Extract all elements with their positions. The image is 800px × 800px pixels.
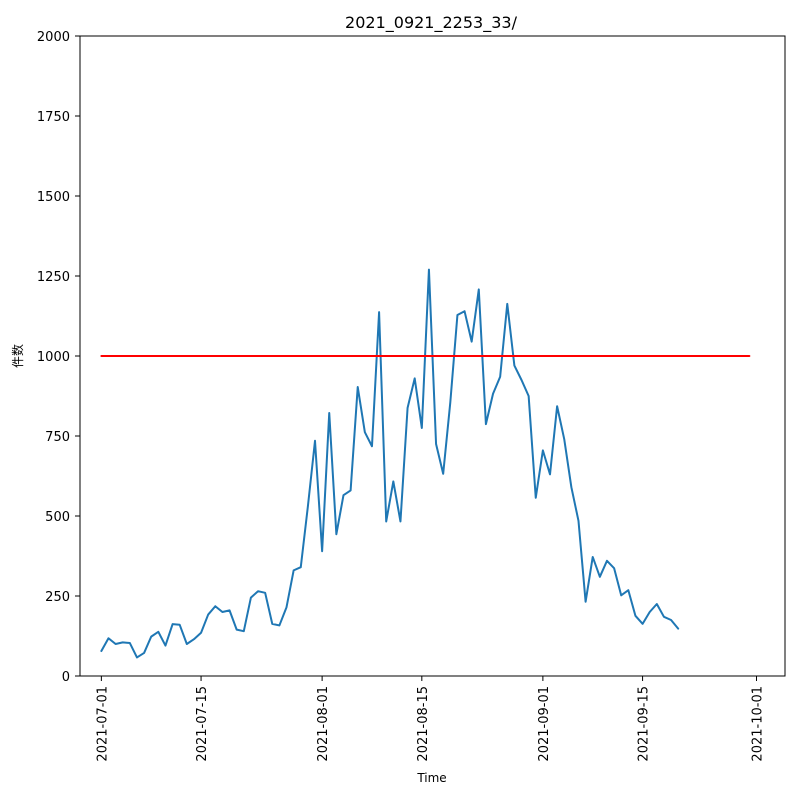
x-tick-label: 2021-09-01 [537, 686, 552, 762]
y-tick-label: 1750 [37, 110, 70, 125]
chart-title: 2021_0921_2253_33/ [345, 13, 518, 33]
plot-frame [79, 35, 786, 677]
y-tick-label: 500 [45, 510, 70, 525]
series-group [100, 268, 751, 659]
x-tick-label: 2021-10-01 [751, 686, 766, 762]
y-tick-label: 1500 [37, 190, 70, 205]
y-tick-label: 2000 [37, 30, 70, 45]
y-tick-label: 1000 [37, 350, 70, 365]
y-tick-label: 0 [62, 670, 70, 685]
x-tick-label: 2021-08-15 [416, 686, 431, 762]
x-tick-label: 2021-07-01 [95, 686, 110, 762]
x-axis: 2021-07-01 2021-07-15 2021-08-01 2021-08-15… [95, 676, 766, 762]
x-tick-label: 2021-08-01 [316, 686, 331, 762]
y-tick-label: 750 [45, 430, 70, 445]
y-axis-label: 件数 [10, 344, 25, 368]
x-axis-label: Time [416, 771, 446, 785]
y-tick-label: 1250 [37, 270, 70, 285]
x-tick-label: 2021-09-15 [637, 686, 652, 762]
series-line-count [100, 268, 680, 659]
x-tick-label: 2021-07-15 [195, 686, 210, 762]
y-tick-label: 250 [45, 590, 70, 605]
y-axis: 0 250 500 750 1000 1250 1500 1750 2000 [37, 30, 80, 685]
